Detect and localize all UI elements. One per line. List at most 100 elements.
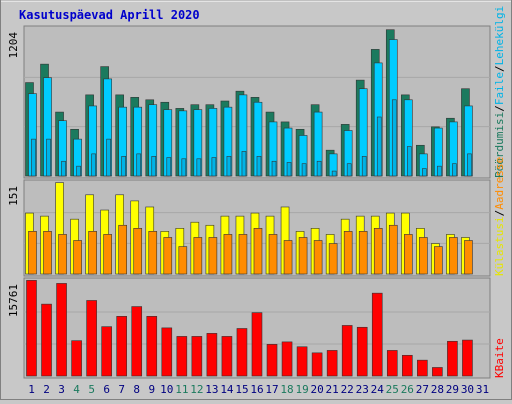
legend-item-kbaite: KBaite (493, 338, 506, 378)
legend-middle: Külastusi/Aadresse (493, 157, 506, 276)
top-bar-lehekülgi-day-18 (286, 162, 292, 177)
top-bar-lehekülgi-day-2 (46, 138, 51, 177)
top-bar-lehekülgi-day-27 (422, 168, 427, 177)
middle-bar-aadresse-day-12 (193, 237, 203, 275)
legend-separator: / (493, 105, 506, 112)
top-bar-lehekülgi-day-3 (61, 160, 66, 177)
middle-bar-aadresse-day-5 (88, 231, 97, 275)
x-tick-label-day-29: 29 (446, 383, 459, 396)
middle-bar-aadresse-day-15 (238, 234, 248, 275)
x-tick-label-day-26: 26 (401, 383, 414, 396)
x-tick-label-day-7: 7 (118, 383, 125, 396)
middle-bar-aadresse-day-7 (118, 224, 127, 275)
x-tick-label-day-20: 20 (311, 383, 324, 396)
bottom-bar-kbaite-day-30 (462, 339, 473, 377)
bottom-bar-kbaite-day-23 (356, 326, 368, 377)
middle-bar-aadresse-day-10 (163, 237, 173, 275)
x-tick-label-day-9: 9 (148, 383, 155, 396)
top-bar-lehekülgi-day-20 (316, 160, 322, 177)
top-bar-lehekülgi-day-13 (211, 157, 217, 177)
bottom-bar-kbaite-day-1 (26, 280, 37, 377)
x-tick-label-day-12: 12 (190, 383, 203, 396)
top-bar-lehekülgi-day-25 (391, 99, 397, 177)
middle-bar-aadresse-day-19 (298, 237, 308, 275)
middle-bar-aadresse-day-17 (268, 234, 278, 275)
top-bar-lehekülgi-day-29 (452, 163, 457, 177)
legend-item-aadresse: Aadresse (493, 157, 506, 210)
top-bar-lehekülgi-day-9 (151, 156, 157, 177)
middle-bar-aadresse-day-24 (373, 228, 383, 275)
top-bar-lehekülgi-day-1 (31, 138, 36, 177)
top-bar-lehekülgi-day-8 (136, 153, 142, 177)
top-bar-lehekülgi-day-10 (166, 157, 172, 177)
middle-bar-aadresse-day-9 (148, 231, 158, 275)
chart-title: Kasutuspäevad Aprill 2020 (19, 8, 200, 22)
y-max-label-middle: 151 (7, 186, 20, 206)
top-bar-lehekülgi-day-28 (437, 165, 442, 177)
x-tick-label-day-2: 2 (43, 383, 50, 396)
bottom-bar-kbaite-day-3 (56, 283, 67, 377)
middle-bar-aadresse-day-21 (328, 243, 338, 275)
legend-bottom: KBaite (493, 338, 506, 378)
x-tick-label-day-25: 25 (386, 383, 399, 396)
x-tick-label-day-24: 24 (371, 383, 385, 396)
bottom-bar-kbaite-day-19 (296, 346, 308, 377)
top-bar-lehekülgi-day-16 (256, 156, 262, 177)
top-bar-lehekülgi-day-17 (271, 160, 277, 177)
x-tick-label-day-27: 27 (416, 383, 429, 396)
bottom-bar-kbaite-day-17 (266, 344, 278, 377)
bottom-bar-kbaite-day-8 (131, 306, 143, 377)
top-bar-lehekülgi-day-15 (241, 151, 247, 177)
top-bar-lehekülgi-day-11 (181, 158, 187, 177)
x-tick-label-day-15: 15 (235, 383, 248, 396)
middle-bar-aadresse-day-6 (103, 234, 112, 275)
bottom-bar-kbaite-day-15 (236, 328, 248, 377)
bottom-bar-kbaite-day-4 (71, 340, 82, 377)
top-bar-lehekülgi-day-7 (121, 156, 126, 177)
middle-bar-aadresse-day-14 (223, 234, 233, 275)
middle-bar-aadresse-day-3 (58, 234, 67, 275)
bottom-bar-kbaite-day-26 (402, 354, 413, 377)
x-tick-label-day-28: 28 (431, 383, 444, 396)
x-tick-label-day-23: 23 (356, 383, 369, 396)
middle-bar-aadresse-day-2 (43, 231, 52, 275)
bottom-bar-kbaite-day-27 (417, 359, 428, 377)
legend: Pöördumisi/Faile/LehekülgiKülastusi/Aadr… (493, 6, 506, 378)
bottom-bar-kbaite-day-28 (432, 367, 443, 377)
x-tick-label-day-18: 18 (280, 383, 293, 396)
legend-item-lehekülgi: Lehekülgi (493, 6, 506, 66)
middle-bar-aadresse-day-27 (419, 237, 428, 275)
x-tick-label-day-11: 11 (175, 383, 188, 396)
x-tick-label-day-14: 14 (220, 383, 234, 396)
middle-bar-aadresse-day-26 (404, 234, 413, 275)
top-bar-lehekülgi-day-14 (226, 156, 232, 177)
top-bar-lehekülgi-day-26 (407, 146, 412, 177)
top-bar-lehekülgi-day-24 (376, 116, 382, 177)
legend-top: Pöördumisi/Faile/Lehekülgi (493, 6, 506, 178)
middle-bar-aadresse-day-30 (464, 240, 473, 275)
x-tick-label-day-6: 6 (103, 383, 110, 396)
x-tick-label-day-3: 3 (58, 383, 65, 396)
legend-item-pöördumisi: Pöördumisi (493, 112, 506, 178)
top-bar-lehekülgi-day-22 (346, 163, 352, 177)
bottom-bar-kbaite-day-18 (281, 341, 293, 377)
legend-separator: / (493, 210, 506, 217)
middle-bar-aadresse-day-29 (449, 237, 458, 275)
bottom-bar-kbaite-day-2 (41, 303, 52, 377)
top-bar-lehekülgi-day-4 (76, 165, 81, 177)
bottom-bar-kbaite-day-22 (341, 325, 353, 377)
middle-bar-aadresse-day-18 (283, 240, 293, 275)
bottom-bar-kbaite-day-12 (191, 336, 203, 377)
x-tick-label-day-17: 17 (265, 383, 278, 396)
x-tick-label-day-31: 31 (476, 383, 489, 396)
bottom-bar-kbaite-day-10 (161, 327, 173, 377)
bottom-bar-kbaite-day-14 (221, 336, 233, 377)
x-tick-label-day-5: 5 (88, 383, 95, 396)
top-bar-lehekülgi-day-12 (196, 158, 202, 177)
legend-item-külastusi: Külastusi (493, 216, 506, 276)
x-tick-label-day-30: 30 (461, 383, 474, 396)
top-bar-lehekülgi-day-30 (467, 153, 472, 177)
middle-bar-aadresse-day-1 (28, 231, 37, 275)
